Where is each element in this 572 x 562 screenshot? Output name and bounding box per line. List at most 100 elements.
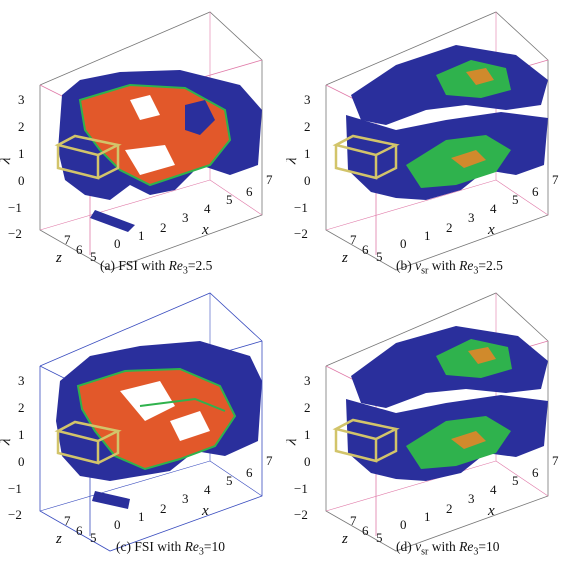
x-tick: 2 — [446, 501, 453, 516]
z-label: z — [341, 531, 348, 547]
lambda-axis: 3 2 1 0 −1 −2 λ — [0, 373, 25, 522]
z-tick: 6 — [362, 242, 369, 257]
lambda-tick: 0 — [18, 173, 25, 188]
lambda-tick: 1 — [18, 427, 25, 442]
z-label: z — [341, 250, 348, 266]
panel-d: 3 2 1 0 −1 −2 λ 0 1 2 3 4 5 6 7 x 7 6 5 … — [286, 281, 572, 562]
x-tick: 1 — [424, 509, 431, 524]
surface-green-top — [436, 60, 511, 98]
lambda-tick: 1 — [304, 146, 311, 161]
z-tick: 6 — [76, 523, 83, 538]
lambda-tick: 2 — [18, 119, 25, 134]
x-tick: 4 — [490, 482, 497, 497]
panel-b: 3 2 1 0 −1 −2 λ 0 1 2 3 4 5 6 7 x 7 6 5 … — [286, 0, 572, 281]
panel-c: 3 2 1 0 −1 −2 λ 0 1 2 3 4 5 6 7 x 7 6 5 … — [0, 281, 286, 562]
z-tick: 7 — [64, 513, 71, 528]
lambda-tick: −2 — [294, 226, 308, 241]
z-tick: 5 — [90, 530, 97, 545]
lambda-tick: −2 — [294, 507, 308, 522]
x-tick: 6 — [246, 184, 253, 199]
z-tick: 5 — [376, 249, 383, 264]
lambda-tick: 0 — [304, 173, 311, 188]
x-axis: 0 1 2 3 4 5 6 7 x — [114, 453, 273, 532]
z-tick: 6 — [76, 242, 83, 257]
caption-nu: ν — [415, 258, 422, 273]
lambda-label: λ — [286, 436, 300, 447]
caption-prefix: (d) — [396, 539, 416, 554]
z-tick: 6 — [362, 523, 369, 538]
lambda-tick: −1 — [294, 200, 308, 215]
x-tick: 1 — [138, 509, 145, 524]
z-label: z — [55, 531, 62, 547]
lambda-label: λ — [0, 155, 14, 166]
lambda-tick: 0 — [18, 454, 25, 469]
x-tick: 2 — [160, 501, 167, 516]
x-tick: 2 — [160, 220, 167, 235]
caption-value: =10 — [478, 539, 500, 554]
caption-nu: ν — [415, 539, 422, 554]
caption-value: =2.5 — [187, 258, 213, 273]
lambda-label: λ — [0, 436, 14, 447]
z-axis: 7 6 5 z — [55, 513, 97, 547]
lambda-axis: 3 2 1 0 −1 −2 λ — [286, 373, 311, 522]
z-tick: 5 — [90, 249, 97, 264]
plot-a: 3 2 1 0 −1 −2 λ 0 1 2 3 4 5 6 7 x 7 6 5 … — [0, 11, 273, 271]
x-tick: 4 — [204, 201, 211, 216]
x-tick: 6 — [246, 465, 253, 480]
x-tick: 3 — [182, 210, 189, 225]
caption-value: =2.5 — [478, 258, 503, 273]
z-tick: 7 — [350, 232, 357, 247]
z-tick: 7 — [350, 513, 357, 528]
x-tick: 1 — [424, 228, 431, 243]
lambda-tick: 0 — [304, 454, 311, 469]
x-tick: 6 — [532, 184, 539, 199]
x-tick: 4 — [490, 201, 497, 216]
x-tick: 1 — [138, 228, 145, 243]
surface-green-edges — [76, 367, 237, 471]
lambda-tick: 1 — [304, 427, 311, 442]
x-tick: 5 — [512, 473, 519, 488]
caption-sub: 3 — [198, 546, 204, 558]
caption-d: (d) νsr with Re3=10 — [396, 539, 572, 558]
plot-c: 3 2 1 0 −1 −2 λ 0 1 2 3 4 5 6 7 x 7 6 5 … — [0, 292, 273, 552]
x-label: x — [487, 503, 495, 519]
caption-value: =10 — [203, 539, 225, 554]
lambda-tick: 3 — [18, 373, 25, 388]
x-label: x — [201, 222, 209, 238]
x-tick: 7 — [552, 453, 559, 468]
lambda-axis: 3 2 1 0 −1 −2 λ — [286, 92, 311, 241]
x-tick: 3 — [468, 491, 475, 506]
plot-d: 3 2 1 0 −1 −2 λ 0 1 2 3 4 5 6 7 x 7 6 5 … — [286, 292, 559, 552]
caption-nu-sub: sr — [421, 546, 429, 558]
lambda-tick: 3 — [304, 92, 311, 107]
caption-sym: Re — [184, 539, 199, 554]
caption-prefix: (a) FSI with — [100, 258, 169, 273]
z-axis: 7 6 5 z — [341, 513, 383, 547]
caption-prefix: (c) FSI with — [116, 539, 185, 554]
caption-sym: Re — [459, 539, 474, 554]
x-axis: 0 1 2 3 4 5 6 7 x — [400, 453, 559, 532]
caption-sym: Re — [459, 258, 474, 273]
x-tick: 5 — [226, 473, 233, 488]
caption-with: with — [428, 539, 460, 554]
x-tick: 5 — [226, 192, 233, 207]
inlet-cube — [332, 418, 400, 463]
lambda-tick: −1 — [8, 481, 22, 496]
z-axis: 7 6 5 z — [341, 232, 383, 266]
lambda-tick: 1 — [18, 146, 25, 161]
lambda-tick: −1 — [294, 481, 308, 496]
lambda-tick: 2 — [304, 119, 311, 134]
z-tick: 5 — [376, 530, 383, 545]
caption-sub: 3 — [473, 265, 479, 277]
x-tick: 6 — [532, 465, 539, 480]
x-tick: 5 — [512, 192, 519, 207]
lambda-label: λ — [286, 155, 300, 166]
lambda-tick: 3 — [304, 373, 311, 388]
inlet-cube — [54, 134, 122, 180]
panel-a: 3 2 1 0 −1 −2 λ 0 1 2 3 4 5 6 7 x 7 6 5 … — [0, 0, 286, 281]
lambda-tick: 2 — [304, 400, 311, 415]
caption-nu-sub: sr — [421, 265, 429, 277]
z-tick: 7 — [64, 232, 71, 247]
x-tick: 0 — [114, 236, 121, 251]
x-tick: 0 — [114, 517, 121, 532]
